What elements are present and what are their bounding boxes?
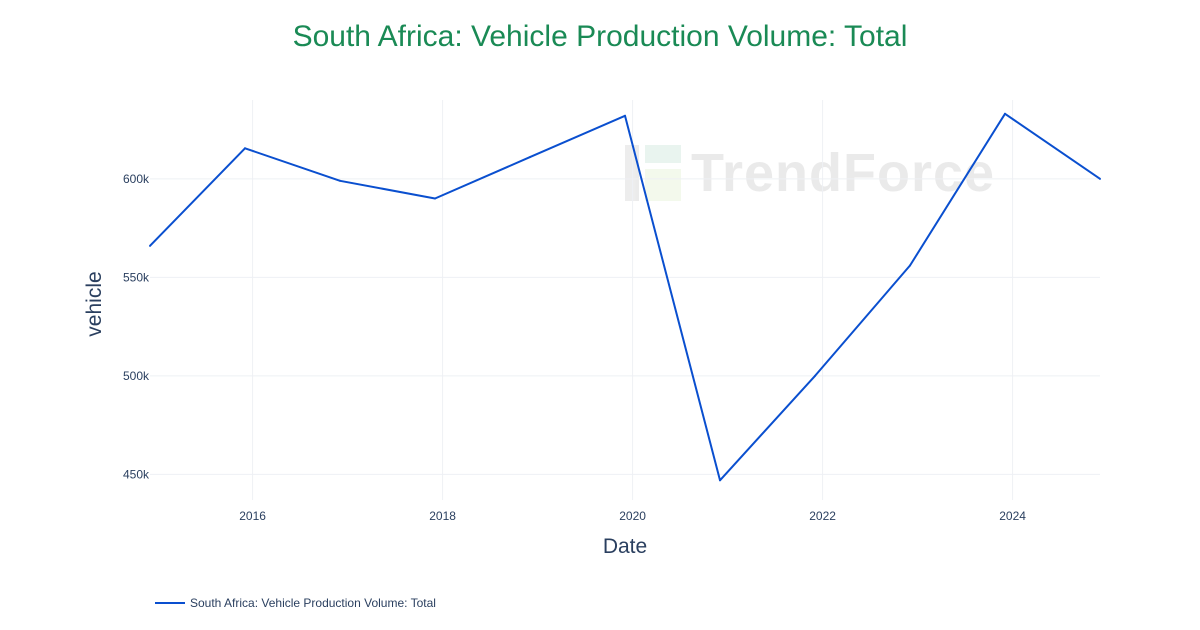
- series-line: [149, 112, 1101, 482]
- y-tick-label: 600k: [123, 172, 150, 186]
- y-axis-title: vehicle: [83, 271, 106, 336]
- series-lines: [149, 112, 1101, 482]
- data-point: [434, 197, 436, 200]
- x-tick-label: 2020: [619, 509, 646, 523]
- data-point: [814, 374, 816, 377]
- tick-labels: 2016 2018 2020 2022 2024 450k 500k 550k 600k: [123, 172, 1026, 523]
- x-tick-label: 2016: [239, 509, 266, 523]
- data-point: [1099, 177, 1101, 180]
- data-point: [909, 264, 911, 267]
- data-point: [339, 179, 341, 182]
- data-point: [1004, 112, 1006, 115]
- x-tick-label: 2024: [999, 509, 1026, 523]
- y-tick-label: 500k: [123, 369, 150, 383]
- x-tick-label: 2022: [809, 509, 836, 523]
- legend-label: South Africa: Vehicle Production Volume:…: [190, 596, 436, 610]
- data-point: [624, 114, 626, 117]
- data-point: [719, 479, 721, 482]
- chart-title: South Africa: Vehicle Production Volume:…: [292, 20, 908, 53]
- legend: South Africa: Vehicle Production Volume:…: [155, 596, 436, 610]
- data-point: [244, 147, 246, 150]
- y-tick-label: 450k: [123, 467, 150, 481]
- x-tick-label: 2018: [429, 509, 456, 523]
- grid-lines: [150, 100, 1100, 500]
- x-axis-title: Date: [603, 535, 647, 558]
- y-tick-label: 550k: [123, 270, 150, 284]
- data-point: [529, 156, 531, 159]
- legend-swatch: [155, 602, 185, 604]
- data-point: [149, 244, 151, 247]
